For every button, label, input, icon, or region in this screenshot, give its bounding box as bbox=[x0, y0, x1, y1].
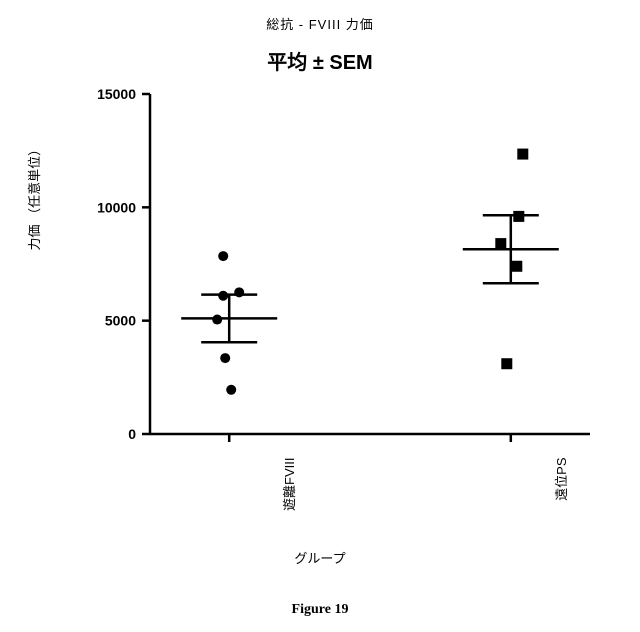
data-point bbox=[517, 149, 528, 160]
data-point bbox=[218, 291, 228, 301]
x-tick-label: 遠位PS bbox=[551, 458, 570, 501]
y-tick-label: 10000 bbox=[97, 199, 136, 215]
data-point bbox=[495, 238, 506, 249]
x-axis-label: グループ bbox=[0, 548, 640, 567]
chart-title: 平均 ± SEM bbox=[0, 46, 640, 75]
data-point bbox=[511, 261, 522, 272]
data-point bbox=[501, 358, 512, 369]
data-point bbox=[212, 315, 222, 325]
chart-supertitle: 総抗 - FVIII 力価 bbox=[0, 14, 640, 33]
page: { "supertitle": "総抗 - FVIII 力価", "title"… bbox=[0, 0, 640, 632]
data-point bbox=[513, 211, 524, 222]
plot-area: 050001000015000 遊離FVIII遠位PS bbox=[80, 84, 600, 464]
scatter-plot-svg: 0 5000 10000 15000 bbox=[80, 84, 600, 464]
y-tick-label: 15000 bbox=[97, 86, 136, 102]
y-tick-label: 0 bbox=[128, 426, 136, 442]
data-point bbox=[234, 287, 244, 297]
x-tick-label: 遊離FVIII bbox=[279, 458, 298, 511]
data-point bbox=[218, 251, 228, 261]
data-point bbox=[220, 353, 230, 363]
y-axis-label: 力価 （任意単位） bbox=[24, 143, 43, 251]
y-tick-label: 5000 bbox=[105, 313, 136, 329]
data-point bbox=[226, 385, 236, 395]
figure-caption: Figure 19 bbox=[0, 602, 640, 618]
